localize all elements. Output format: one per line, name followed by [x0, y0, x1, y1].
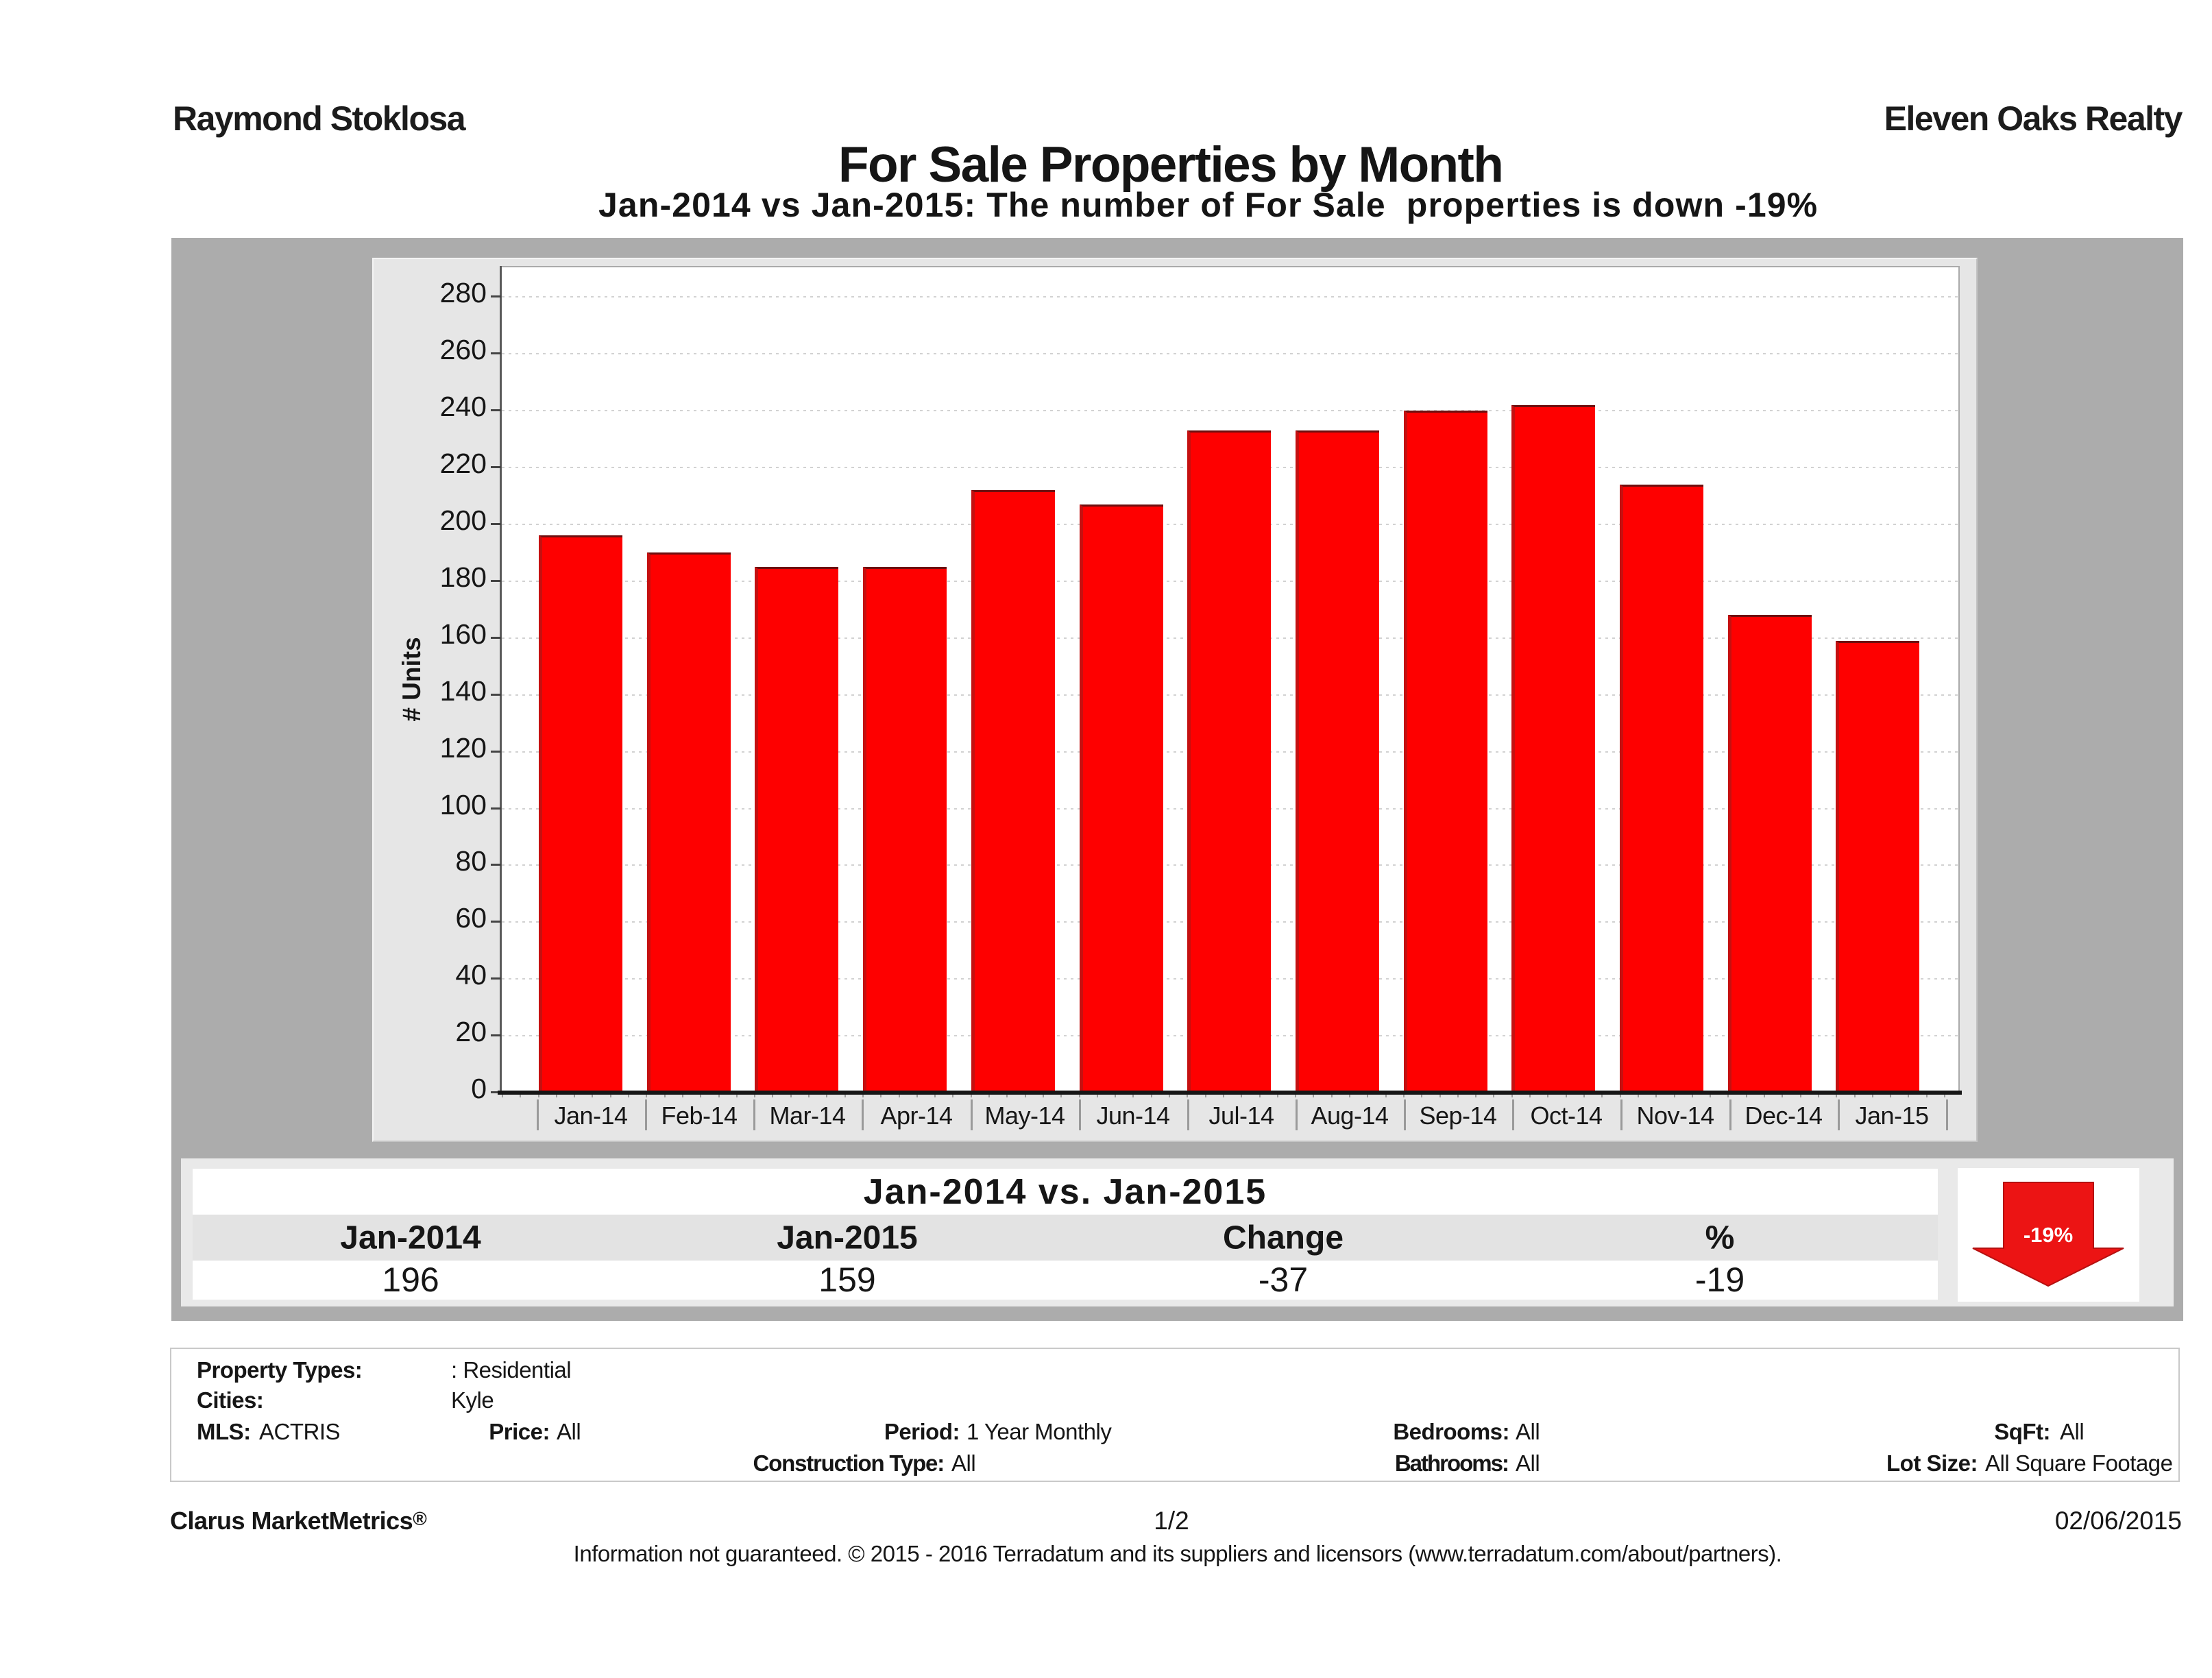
svg-text:-19%: -19% — [2023, 1223, 2073, 1247]
